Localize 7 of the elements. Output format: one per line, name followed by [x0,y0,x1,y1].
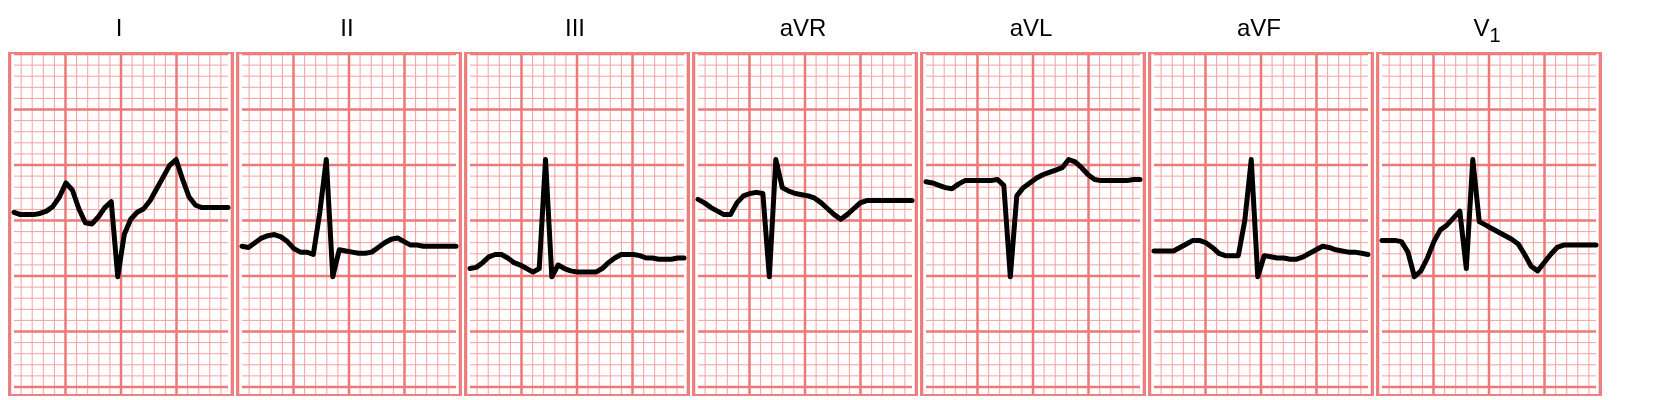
chart-title: III [564,13,586,43]
chart-title: V$_{1}$ [1472,13,1502,48]
chart-title: aVL [1008,13,1054,43]
chart-title: aVR [778,13,828,43]
chart-title: II [339,13,355,43]
chart-title: aVF [1236,13,1282,43]
chart-title: I [114,13,124,43]
